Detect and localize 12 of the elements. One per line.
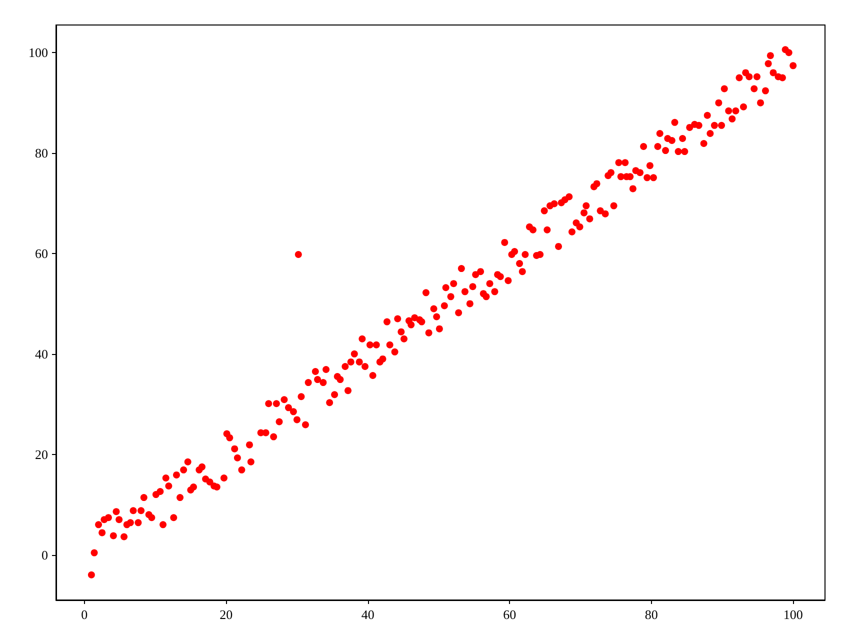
- x-tick-label: 80: [644, 607, 658, 622]
- y-tick-label: 80: [35, 146, 48, 161]
- y-tick-label: 40: [35, 346, 48, 362]
- x-tick-label: 0: [81, 607, 88, 622]
- x-tick-label: 60: [503, 607, 516, 622]
- y-tick-label: 0: [42, 547, 48, 562]
- x-tick-label: 100: [783, 607, 803, 622]
- y-tick-label: 60: [35, 246, 48, 261]
- y-tick-label: 100: [28, 45, 48, 60]
- x-tick-label: 20: [220, 607, 233, 622]
- x-tick-label: 40: [361, 607, 374, 622]
- y-tick-label: 20: [35, 446, 48, 462]
